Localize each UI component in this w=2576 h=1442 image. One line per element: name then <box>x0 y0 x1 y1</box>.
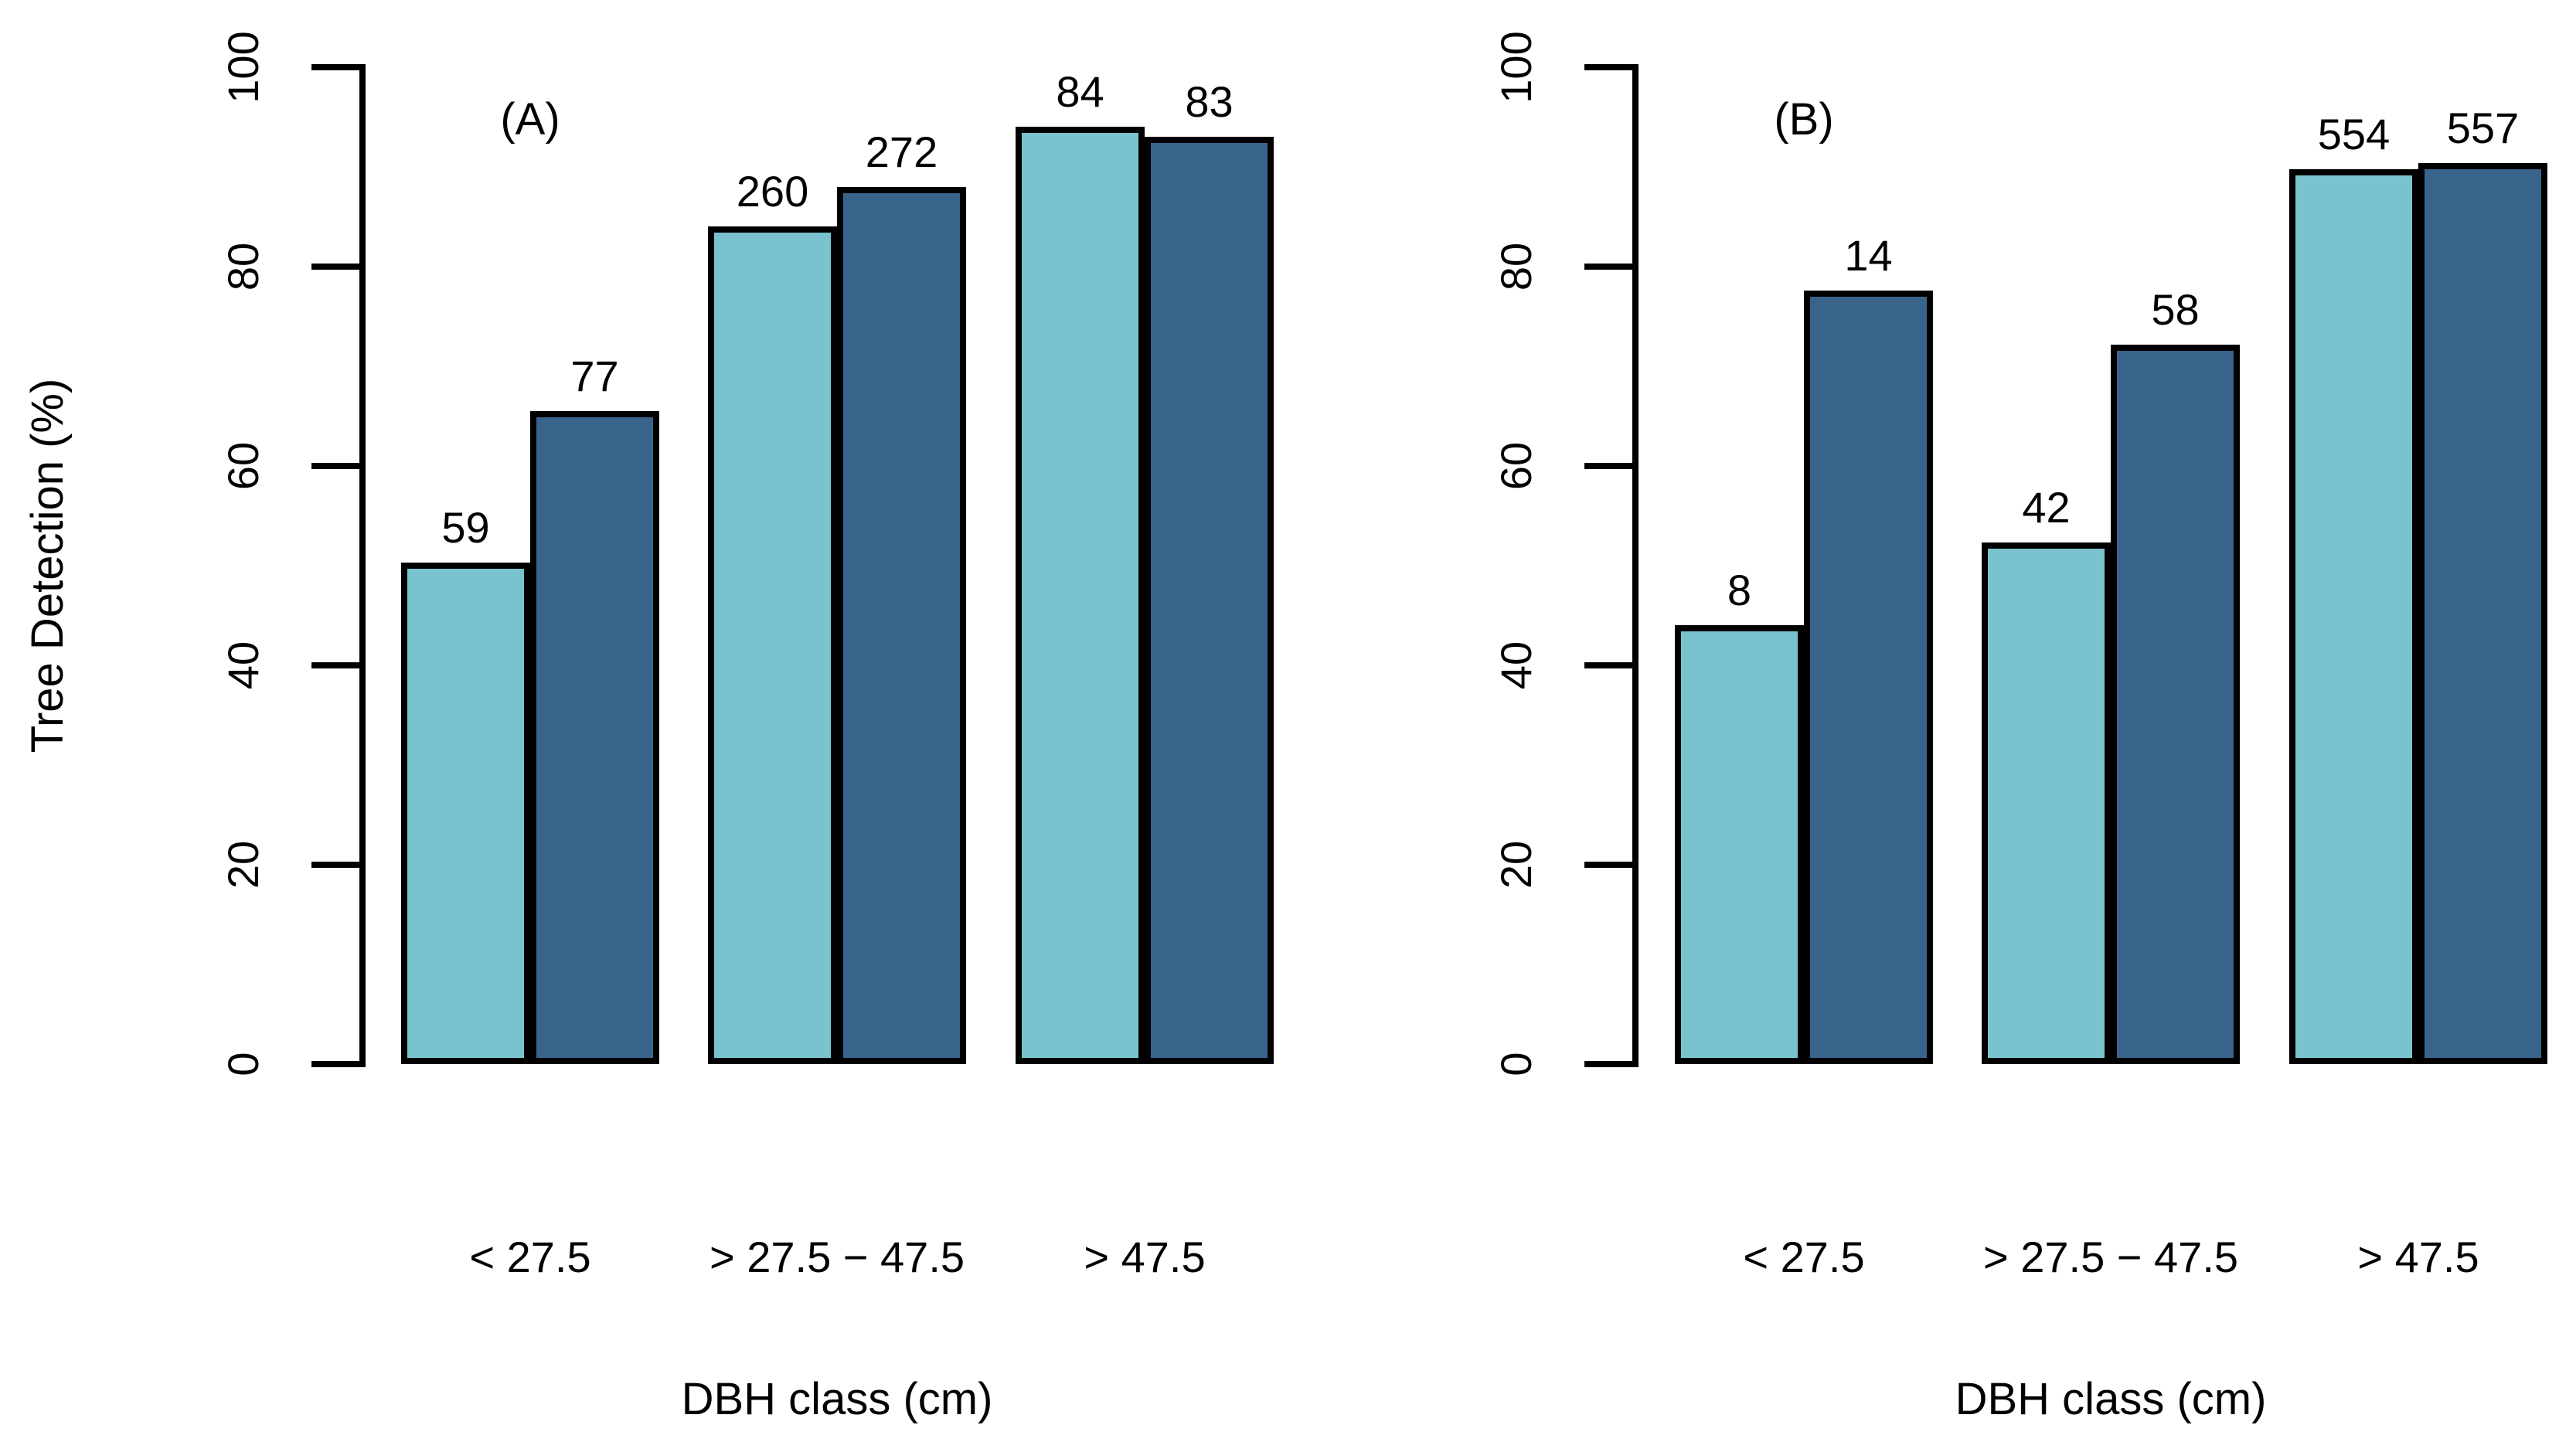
panel-b-y-tick-label-0: 0 <box>1492 1052 1540 1076</box>
panel-a-y-tick-label-20: 20 <box>219 840 267 889</box>
panel-b-y-tick-20 <box>1584 862 1632 868</box>
panel-a-letter: (A) <box>500 94 560 145</box>
panel-a-y-tick-label-40: 40 <box>219 641 267 690</box>
panel-a-y-tick-label-0: 0 <box>219 1052 267 1076</box>
panel-a-y-tick-label-100: 100 <box>219 31 267 104</box>
panel-b-count-label-dark-blue-group2: 58 <box>2151 285 2200 334</box>
panel-b-y-tick-80 <box>1584 264 1632 270</box>
panel-b-x-axis-title: DBH class (cm) <box>1955 1374 2267 1424</box>
panel-b-category-label-2: > 27.5 − 47.5 <box>1982 1233 2239 1281</box>
panel-a-bar-light-teal-group2 <box>708 226 837 1064</box>
panel-b-letter: (B) <box>1774 94 1834 145</box>
panel-b-y-tick-100 <box>1584 64 1632 70</box>
panel-b-bar-dark-blue-group3 <box>2418 163 2547 1064</box>
panel-b-category-label-3: > 47.5 <box>2357 1233 2479 1281</box>
panel-a-bar-dark-blue-group3 <box>1145 137 1274 1064</box>
panel-a-y-tick-label-60: 60 <box>219 441 267 491</box>
y-axis-title: Tree Detection (%) <box>22 378 73 753</box>
panel-b-bar-light-teal-group2 <box>1982 542 2111 1064</box>
panel-a-category-label-3: > 47.5 <box>1084 1233 1206 1281</box>
panel-a-y-tick-80 <box>311 264 359 270</box>
panel-b-y-tick-label-60: 60 <box>1492 441 1540 491</box>
panel-b-y-tick-40 <box>1584 662 1632 668</box>
panel-b-y-tick-label-20: 20 <box>1492 840 1540 889</box>
panel-b-y-tick-60 <box>1584 463 1632 469</box>
panel-a-y-tick-40 <box>311 662 359 668</box>
panel-b-count-label-light-teal-group1: 8 <box>1727 566 1752 614</box>
panel-b-y-tick-label-80: 80 <box>1492 242 1540 291</box>
panel-b-count-label-dark-blue-group1: 14 <box>1844 231 1893 280</box>
panel-b-count-label-light-teal-group3: 554 <box>2317 110 2391 158</box>
panel-b-y-tick-0 <box>1584 1061 1632 1067</box>
panel-a-count-label-dark-blue-group2: 272 <box>865 128 938 176</box>
panel-a-y-tick-20 <box>311 862 359 868</box>
panel-a-bar-light-teal-group3 <box>1016 127 1145 1064</box>
panel-a-y-tick-60 <box>311 463 359 469</box>
panel-b-bar-light-teal-group1 <box>1675 625 1804 1064</box>
panel-b-count-label-light-teal-group2: 42 <box>2022 483 2071 532</box>
panel-a-y-tick-100 <box>311 64 359 70</box>
panel-b-y-tick-label-100: 100 <box>1492 31 1540 104</box>
panel-a-y-tick-0 <box>311 1061 359 1067</box>
panel-b-y-axis-line <box>1632 64 1638 1067</box>
panel-b-bar-dark-blue-group2 <box>2111 345 2240 1064</box>
panel-b-category-label-1: < 27.5 <box>1743 1233 1865 1281</box>
panel-a-count-label-light-teal-group1: 59 <box>441 503 490 552</box>
panel-b-y-tick-label-40: 40 <box>1492 641 1540 690</box>
panel-a-y-tick-label-80: 80 <box>219 242 267 291</box>
panel-a-bar-dark-blue-group2 <box>837 187 966 1064</box>
panel-a-count-label-dark-blue-group1: 77 <box>570 352 619 400</box>
panel-b-bar-light-teal-group3 <box>2289 169 2418 1064</box>
panel-a-y-axis-line <box>359 64 366 1067</box>
panel-b-bar-dark-blue-group1 <box>1804 291 1933 1064</box>
panel-a-bar-dark-blue-group1 <box>530 411 659 1064</box>
panel-a-x-axis-title: DBH class (cm) <box>681 1374 993 1424</box>
panel-a-count-label-light-teal-group3: 84 <box>1056 67 1104 116</box>
panel-a-category-label-2: > 27.5 − 47.5 <box>709 1233 965 1281</box>
panel-a-category-label-1: < 27.5 <box>469 1233 591 1281</box>
panel-a-count-label-dark-blue-group3: 83 <box>1185 77 1234 126</box>
panel-b-count-label-dark-blue-group3: 557 <box>2446 104 2520 152</box>
panel-a-count-label-light-teal-group2: 260 <box>736 167 809 216</box>
panel-a-bar-light-teal-group1 <box>401 563 530 1064</box>
